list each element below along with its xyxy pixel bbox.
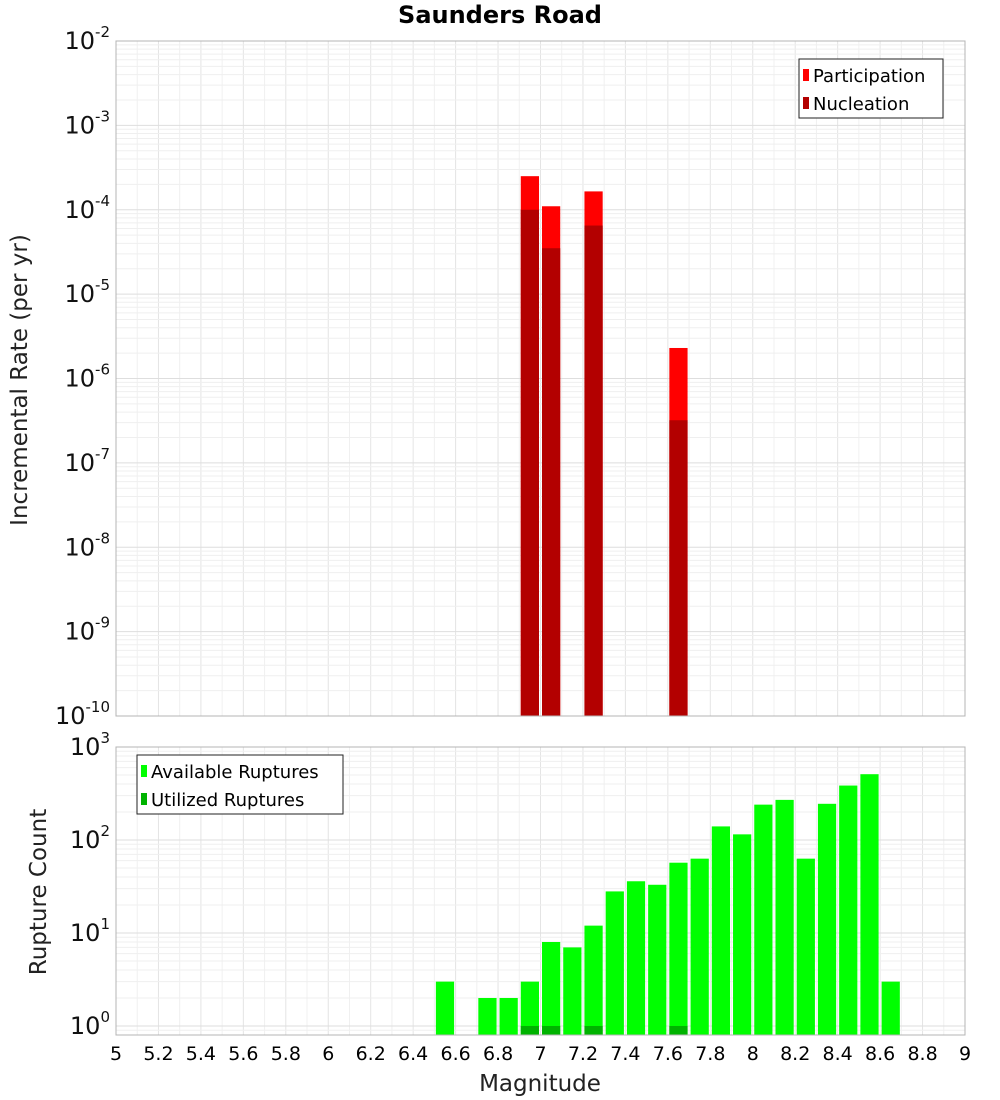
- bar-available-ruptures: [584, 925, 603, 1035]
- bar-available-ruptures: [563, 947, 582, 1035]
- bar-nucleation: [542, 248, 561, 717]
- y-tick-label: 100: [70, 1008, 110, 1040]
- bar-available-ruptures: [796, 858, 815, 1035]
- legend-label: Participation: [813, 66, 925, 87]
- x-tick-label: 6.2: [356, 1043, 386, 1065]
- legend-swatch: [803, 69, 809, 81]
- x-tick-label: 5.8: [271, 1043, 301, 1065]
- bar-available-ruptures: [605, 891, 624, 1035]
- y-tick-label: 101: [70, 915, 110, 947]
- x-tick-label: 5.4: [186, 1043, 216, 1065]
- x-tick-label: 5.2: [143, 1043, 173, 1065]
- y-tick-label: 10-9: [64, 614, 110, 646]
- x-tick-label: 6.8: [483, 1043, 513, 1065]
- bar-available-ruptures: [754, 804, 773, 1035]
- x-tick-label: 8: [747, 1043, 759, 1065]
- x-tick-label: 6.6: [440, 1043, 470, 1065]
- bar-nucleation: [584, 225, 603, 716]
- legend-label: Utilized Ruptures: [151, 790, 304, 811]
- bar-available-ruptures: [711, 826, 731, 1035]
- y-tick-label: 103: [70, 729, 110, 761]
- y-tick-label: 10-4: [64, 192, 110, 224]
- y-tick-label: 10-8: [64, 529, 110, 561]
- bar-available-ruptures: [775, 799, 794, 1035]
- chart-title: Saunders Road: [398, 1, 602, 29]
- x-axis-ticks: 5 5.2 5.4 5.6 5.8 6 6.2 6.4 6.6 6.8 7 7.2 7.4 7.6 7.8 8…: [110, 1043, 971, 1065]
- bar-available-ruptures: [435, 981, 455, 1035]
- x-tick-label: 9: [959, 1043, 971, 1065]
- bar-available-ruptures: [478, 997, 497, 1035]
- x-tick-label: 6.4: [398, 1043, 428, 1065]
- bar-utilized-ruptures: [520, 1025, 539, 1035]
- bar-available-ruptures: [839, 785, 858, 1035]
- x-tick-label: 7.6: [653, 1043, 683, 1065]
- y-tick-label: 10-5: [64, 276, 110, 308]
- bar-utilized-ruptures: [542, 1025, 561, 1035]
- bar-available-ruptures: [817, 803, 837, 1035]
- legend-swatch: [141, 765, 147, 777]
- legend-swatch: [803, 97, 809, 109]
- y-tick-label: 10-7: [64, 445, 110, 477]
- bar-available-ruptures: [648, 884, 667, 1035]
- rate-plot: 10-10 10-9 10-8 10-7 10-6 10-5 10-4 10-3 10-2 Par…: [55, 23, 966, 730]
- bar-available-ruptures: [542, 942, 561, 1035]
- top-y-axis-label: Incremental Rate (per yr): [7, 234, 33, 526]
- bar-available-ruptures: [499, 997, 518, 1035]
- legend-swatch: [141, 793, 147, 805]
- x-tick-label: 8.8: [907, 1043, 937, 1065]
- legend-box: [798, 58, 944, 119]
- x-tick-label: 7.4: [610, 1043, 640, 1065]
- x-tick-label: 5.6: [228, 1043, 258, 1065]
- y-tick-label: 10-6: [64, 361, 110, 393]
- bottom-y-axis-label: Rupture Count: [26, 809, 52, 975]
- y-tick-label: 10-3: [64, 107, 110, 139]
- legend-box: [136, 754, 344, 815]
- plot-frame: [115, 40, 966, 717]
- y-tick-label: 102: [70, 822, 110, 854]
- x-tick-label: 8.4: [823, 1043, 853, 1065]
- plot-frame: [115, 746, 966, 1036]
- bar-available-ruptures: [881, 981, 900, 1035]
- bar-utilized-ruptures: [669, 1025, 688, 1035]
- x-tick-label: 5: [110, 1043, 122, 1065]
- x-tick-label: 7: [534, 1043, 546, 1065]
- x-tick-label: 6: [322, 1043, 334, 1065]
- legend-label: Nucleation: [813, 94, 909, 115]
- bar-nucleation: [669, 420, 688, 716]
- x-tick-label: 8.6: [865, 1043, 895, 1065]
- rupture-count-plot: 100 101 102 103 Available Ruptures Utilized R…: [70, 729, 966, 1040]
- x-tick-label: 7.2: [568, 1043, 598, 1065]
- y-tick-label: 10-10: [55, 698, 110, 730]
- bar-utilized-ruptures: [584, 1025, 603, 1035]
- bar-available-ruptures: [860, 774, 879, 1035]
- x-tick-label: 8.2: [780, 1043, 810, 1065]
- bar-available-ruptures: [690, 858, 709, 1035]
- bar-available-ruptures: [520, 981, 539, 1035]
- legend-label: Available Ruptures: [151, 762, 319, 783]
- bar-nucleation: [520, 209, 539, 716]
- bar-available-ruptures: [733, 834, 752, 1035]
- x-tick-label: 7.8: [695, 1043, 725, 1065]
- y-tick-label: 10-2: [64, 23, 110, 55]
- bar-available-ruptures: [669, 862, 688, 1035]
- bar-available-ruptures: [626, 881, 646, 1035]
- x-axis-label: Magnitude: [479, 1071, 601, 1097]
